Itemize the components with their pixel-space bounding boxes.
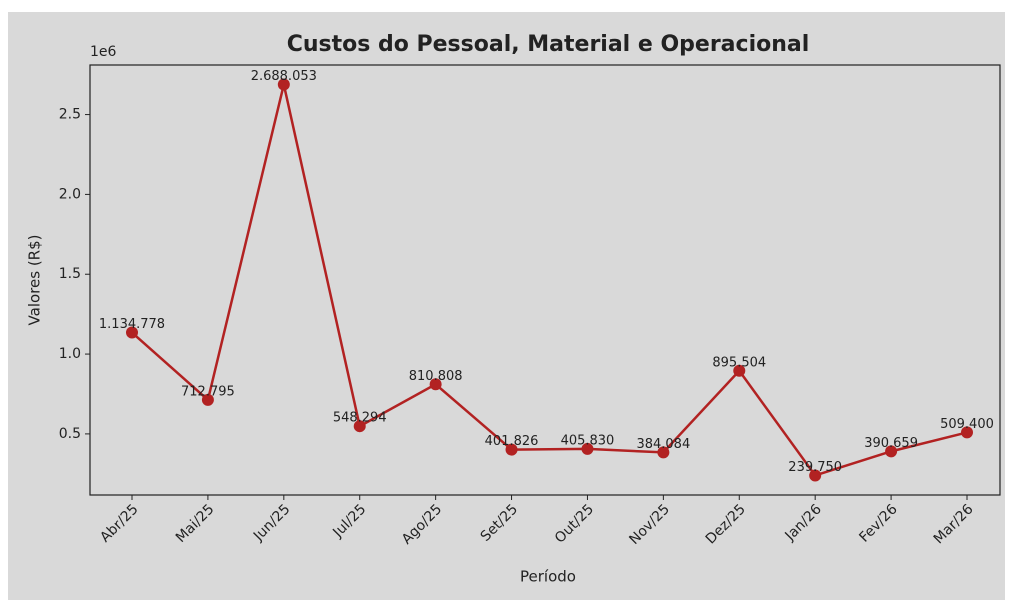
x-axis-label: Período [520,568,576,586]
plot-area [89,64,1001,496]
chart-title: Custos do Pessoal, Material e Operaciona… [287,32,810,57]
data-point [353,420,366,433]
value-label: 895.504 [712,355,766,370]
data-point [201,393,214,406]
y-tick-label: 2.0 [59,186,81,202]
value-label: 405.830 [561,433,615,448]
value-label: 401.826 [485,434,539,449]
y-tick-label: 1.0 [59,346,81,362]
series-line [131,84,968,477]
data-point [429,378,442,391]
value-label: 810.808 [409,369,463,384]
data-point [733,364,746,377]
data-point [657,446,670,459]
y-tick-label: 2.5 [59,107,81,123]
data-point [809,469,822,482]
y-tick-label: 0.5 [59,426,81,442]
data-point [885,445,898,458]
value-label: 390.659 [864,436,918,451]
y-tick-label: 1.5 [59,266,81,282]
y-offset-label: 1e6 [90,44,117,60]
y-axis-label: Valores (R$) [26,235,44,326]
value-label: 1.134.778 [99,317,165,332]
data-point [505,443,518,456]
data-point [961,426,973,439]
value-label: 509.400 [940,417,994,432]
value-label: 548.294 [333,411,387,426]
value-label: 712.795 [181,384,235,399]
data-point [126,326,138,339]
data-point [581,442,594,455]
value-label: 239.750 [788,460,842,475]
value-label: 2.688.053 [251,69,317,84]
data-point [277,78,290,91]
value-label: 384.084 [636,437,690,452]
